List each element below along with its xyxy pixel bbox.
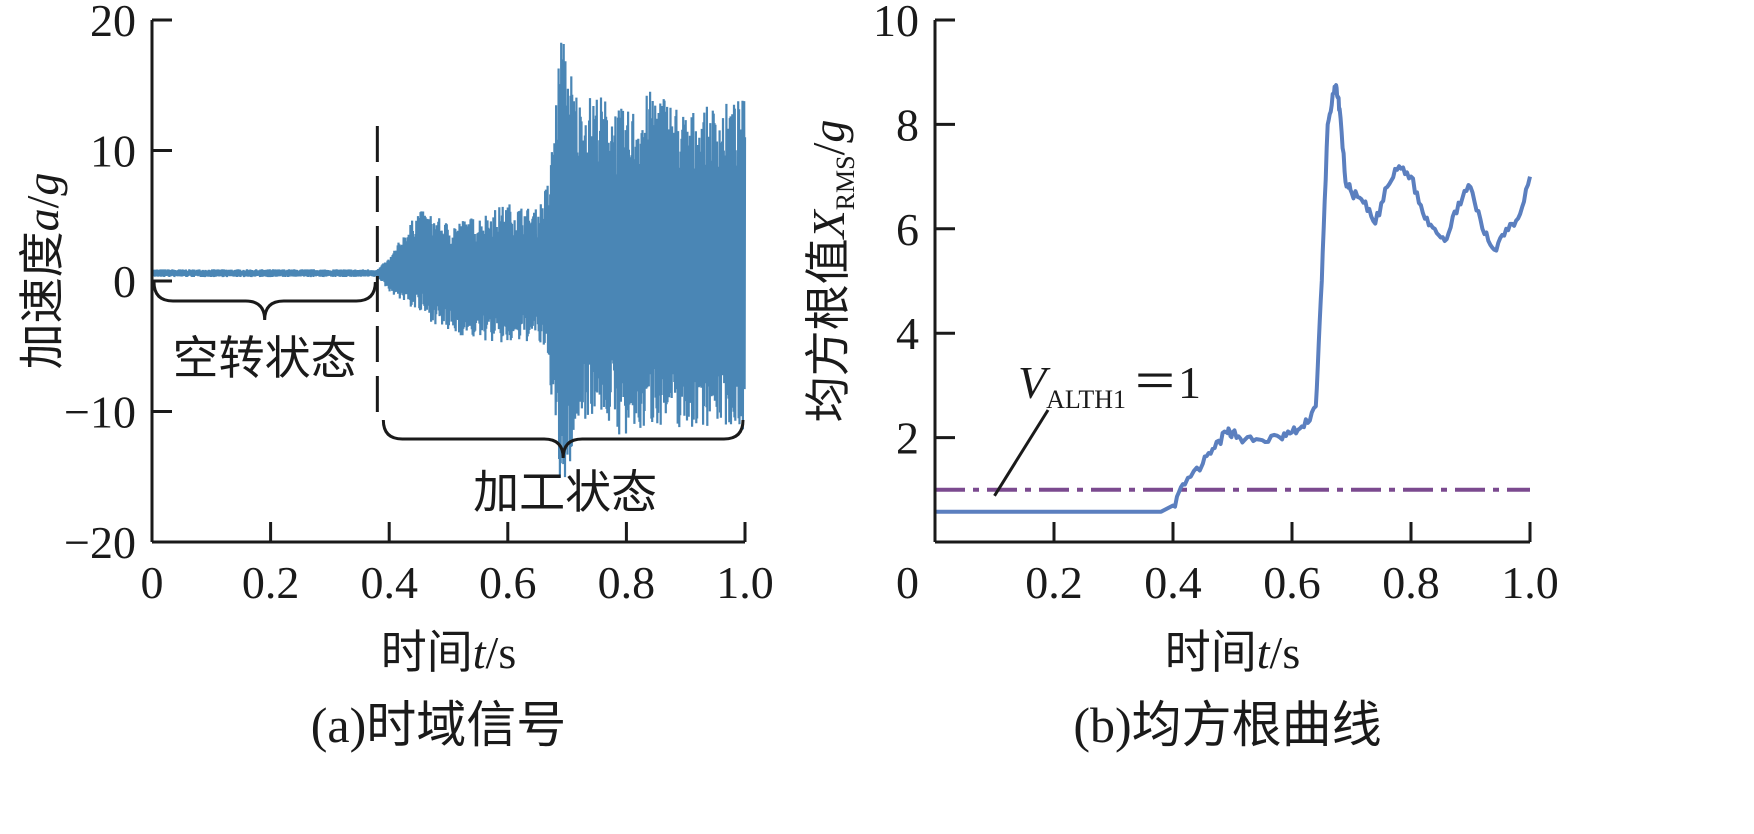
- panel-a-x-tick-label: 0.8: [598, 557, 656, 608]
- panel-b-ylabel-unit: g: [803, 120, 854, 143]
- panel-b-xlabel-var: t: [1257, 627, 1271, 678]
- panel-a-ylabel-var: a: [17, 208, 68, 231]
- panel-b-x-ticks: 0.2 0.4 0.6 0.8 1.0: [933, 522, 1559, 608]
- panel-b-y-ticks: 2 4 6 8 10: [873, 0, 955, 464]
- panel-b-xlabel-unit: /s: [1270, 627, 1301, 678]
- panel-a-y-tick-label: 20: [90, 0, 136, 46]
- panel-b-axes: [933, 20, 1530, 544]
- panel-b-x-tick-label: 1.0: [1501, 557, 1559, 608]
- panel-b-y-tick-label: 10: [873, 0, 919, 46]
- panel-a-y-tick-label: 10: [90, 126, 136, 177]
- threshold-label-sub: ALTH1: [1046, 385, 1126, 414]
- threshold-leader-line: [993, 409, 1050, 497]
- panel-b-caption: (b)均方根曲线: [1073, 697, 1381, 753]
- panel-a-y-tick-label: 0: [113, 256, 136, 307]
- idle-state-brace: [152, 281, 377, 321]
- rms-series-line: [935, 83, 1532, 514]
- panel-a-x-tick-label: 0.4: [360, 557, 418, 608]
- panel-a-ylabel-unit: g: [17, 173, 68, 196]
- panel-a-x-tick-label: 1.0: [716, 557, 774, 608]
- panel-b-origin-label: 0: [896, 557, 919, 608]
- threshold-label-var: V: [1018, 357, 1051, 408]
- panel-b-y-tick-label: 4: [896, 308, 919, 359]
- panel-b-x-tick-label: 0.4: [1144, 557, 1202, 608]
- cutting-state-brace: [381, 419, 745, 459]
- cutting-state-label: 加工状态: [473, 467, 657, 518]
- panel-b-x-tick-label: 0.6: [1263, 557, 1321, 608]
- panel-a-xlabel-var: t: [473, 627, 487, 678]
- idle-state-label: 空转状态: [173, 333, 357, 384]
- panel-a-signal-area: [150, 42, 747, 478]
- panel-b-ylabel-prefix: 均方根值: [803, 238, 854, 422]
- acceleration-signal-line: [150, 42, 747, 478]
- panel-b-y-axis-label: 均方根值XRMS/g: [803, 120, 860, 423]
- panel-a-y-ticks: −20 −10 0 10 20: [64, 0, 172, 568]
- panel-a-x-ticks: 0 0.2 0.4 0.6 0.8 1.0: [141, 522, 774, 608]
- panel-b-x-tick-label: 0.2: [1025, 557, 1083, 608]
- panel-a-caption: (a)时域信号: [311, 697, 567, 753]
- panel-b-ylabel-sub: RMS: [831, 155, 860, 210]
- panel-a-ylabel-prefix: 加速度: [17, 231, 68, 369]
- panel-a-xlabel-prefix: 时间: [381, 627, 473, 678]
- panel-a-x-tick-label: 0: [141, 557, 164, 608]
- panel-a-xlabel-unit: /s: [486, 627, 517, 678]
- panel-a-x-tick-label: 0.2: [242, 557, 300, 608]
- threshold-label-eq: ＝1: [1132, 357, 1201, 408]
- panel-a-y-tick-label: −10: [64, 387, 136, 438]
- panel-b-x-tick-label: 0.8: [1382, 557, 1440, 608]
- panel-a-y-tick-label: −20: [64, 517, 136, 568]
- panel-a-y-axis-label: 加速度a/g: [17, 173, 68, 370]
- panel-a-x-tick-label: 0.6: [479, 557, 537, 608]
- panel-b-xlabel-prefix: 时间: [1165, 627, 1257, 678]
- panel-b-y-tick-label: 8: [896, 99, 919, 150]
- panel-b-x-axis-label: 时间t/s: [1165, 627, 1300, 678]
- panel-b-y-tick-label: 6: [896, 204, 919, 255]
- panel-b-ylabel-var: X: [803, 208, 854, 240]
- panel-b-ylabel-sep: /: [803, 142, 854, 155]
- panel-a-chart: 空转状态 加工状态 0 0.2 0.4 0.6 0.8 1.0 −20 −10 0 10 20 时…: [17, 0, 774, 753]
- panel-a-ylabel-sep: /: [17, 195, 68, 208]
- panel-b-y-tick-label: 2: [896, 413, 919, 464]
- panel-a-x-axis-label: 时间t/s: [381, 627, 516, 678]
- threshold-label: VALTH1 ＝1: [1018, 357, 1201, 414]
